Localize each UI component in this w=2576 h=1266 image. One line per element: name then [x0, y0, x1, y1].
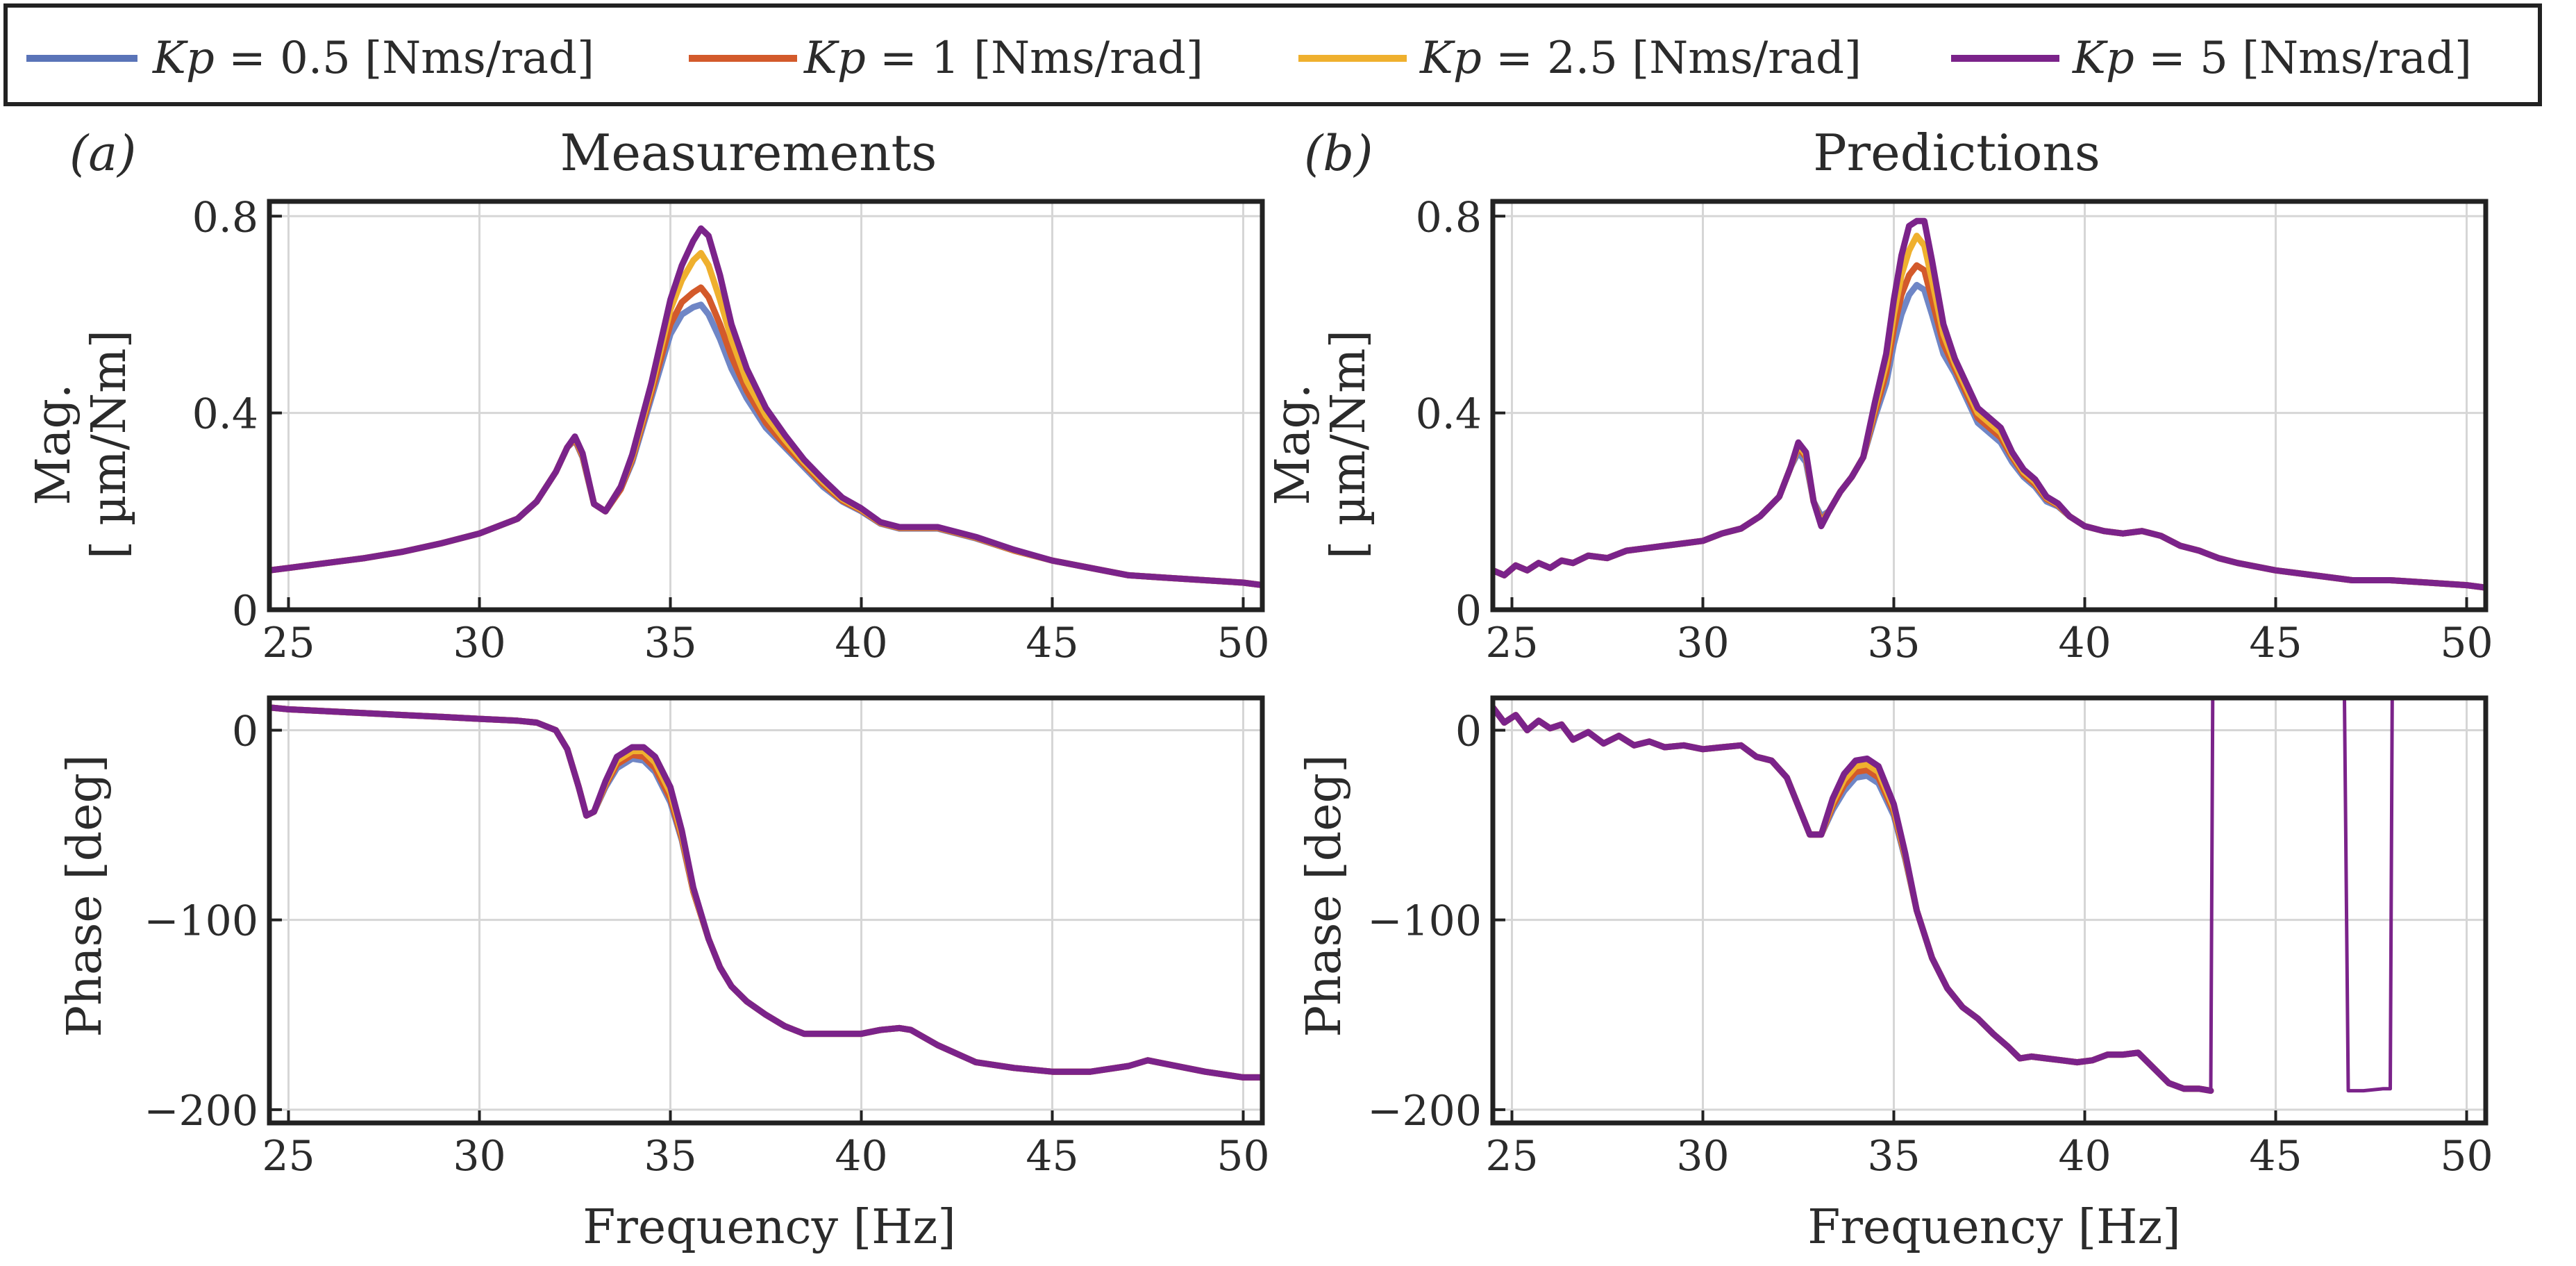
- panel-b-phase-x-tick-label: 50: [2440, 1132, 2493, 1181]
- panel-b-mag-ylabel: Mag. [ µm/Nm]: [1266, 330, 1376, 559]
- panel-a-phase-series-group: [269, 704, 1262, 1081]
- panel-b-phase-wrap-segment: [2209, 698, 2215, 1093]
- panel-b-mag-y-tick-label: 0.8: [1416, 193, 1482, 242]
- panel-b-phase-y-tick-label: −200: [1367, 1087, 1482, 1135]
- panel-a-mag-ylabel-line2: [ µm/Nm]: [82, 330, 137, 559]
- legend: Kp = 0.5 [Nms/rad] Kp = 1 [Nms/rad] Kp =…: [3, 3, 2542, 106]
- panel-b-mag-series-group: [1493, 217, 2486, 591]
- panel-b-phase-ylabel: Phase [deg]: [1297, 754, 1352, 1037]
- panel-a-magnitude-plot: 25 30 35 40 45 50 0 0.4 0.8: [192, 193, 1270, 667]
- panel-a-mag-series-group: [269, 225, 1262, 589]
- panel-a-phase-y-tick-label: 0: [232, 707, 258, 756]
- panel-a-mag-y-tick-label: 0.4: [192, 390, 258, 439]
- panel-a-mag-y-tick-label: 0.8: [192, 193, 258, 242]
- panel-a-mag-x-tick-label: 45: [1026, 619, 1078, 667]
- panel-a-phase-y-tick-label: −100: [144, 897, 258, 946]
- legend-box: [3, 3, 2542, 106]
- panel-b-mag-x-tick-label: 45: [2249, 619, 2302, 667]
- panel-a-phase-plot: 25 30 35 40 45 50 0 −100 −200: [144, 695, 1270, 1181]
- legend-entry: Kp = 1 [Nms/rad]: [689, 33, 1203, 84]
- panel-a-title: Measurements: [560, 124, 937, 182]
- panel-b-mag-series-line: [1493, 217, 2486, 591]
- panel-a-phase-x-tick-label: 25: [262, 1132, 315, 1181]
- panel-b-title: Predictions: [1813, 124, 2100, 182]
- panel-b-xlabel: Frequency [Hz]: [1807, 1200, 2181, 1255]
- panel-b-phase-y-tick-label: 0: [1455, 707, 1482, 756]
- panel-a-phase-x-tick-label: 30: [453, 1132, 505, 1181]
- panel-b-phase-x-tick-label: 25: [1485, 1132, 1538, 1181]
- panel-b-mag-x-tick-label: 40: [2058, 619, 2111, 667]
- panel-a-phase-x-tick-label: 45: [1026, 1132, 1078, 1181]
- panel-b-mag-y-tick-label: 0.4: [1416, 390, 1482, 439]
- panel-b-phase-y-tick-label: −100: [1367, 897, 1482, 946]
- panel-a-phase-y-tick-label: −200: [144, 1087, 258, 1135]
- panel-b-mag-x-tick-label: 35: [1867, 619, 1920, 667]
- panel-a-mag-x-tick-label: 50: [1216, 619, 1269, 667]
- panel-b-letter: (b): [1304, 125, 1373, 182]
- panel-b-phase-frame: [1490, 695, 2489, 1126]
- panel-a-mag-ylabel: Mag. [ µm/Nm]: [26, 330, 137, 559]
- panel-a-mag-x-tick-label: 40: [835, 619, 887, 667]
- panel-b-phase-series-line: [1493, 704, 2214, 1094]
- panel-b-magnitude-plot: 25 30 35 40 45 50 0 0.4 0.8: [1416, 193, 2493, 667]
- panel-a-mag-x-tick-label: 25: [262, 619, 315, 667]
- panel-a-xlabel: Frequency [Hz]: [583, 1200, 956, 1255]
- panel-b-phase-ylabel-text: Phase [deg]: [1297, 754, 1352, 1037]
- panel-a-mag-x-tick-label: 30: [453, 619, 505, 667]
- panel-a-mag-frame: [267, 199, 1265, 613]
- panel-b-phase-series-group: [1493, 698, 2394, 1094]
- panel-a-mag-y-tick-label: 0: [232, 587, 258, 635]
- panel-b-mag-ylabel-line1: Mag.: [1266, 383, 1321, 505]
- panel-b-mag-ylabel-line2: [ µm/Nm]: [1321, 330, 1376, 559]
- panel-b-phase-x-tick-label: 35: [1867, 1132, 1920, 1181]
- panel-a-phase-ylabel: Phase [deg]: [58, 754, 112, 1037]
- panel-b-mag-x-tick-label: 50: [2440, 619, 2493, 667]
- panel-b-phase-wrap-segment: [2343, 698, 2394, 1093]
- panel-a-letter: (a): [69, 125, 136, 182]
- panel-a-mag-x-tick-label: 35: [644, 619, 696, 667]
- panel-b-mag-x-tick-label: 25: [1485, 619, 1538, 667]
- legend-label: Kp = 5 [Nms/rad]: [2072, 33, 2472, 84]
- panel-a-phase-series-line: [269, 704, 1262, 1081]
- panel-a-mag-series-line: [269, 225, 1262, 589]
- panel-b-phase-plot: 25 30 35 40 45 50 0 −100 −200: [1367, 695, 2493, 1181]
- legend-label: Kp = 2.5 [Nms/rad]: [1419, 33, 1862, 84]
- legend-label: Kp = 0.5 [Nms/rad]: [152, 33, 594, 84]
- panel-b-phase-x-tick-label: 45: [2249, 1132, 2302, 1181]
- panel-b-phase-x-tick-label: 30: [1676, 1132, 1729, 1181]
- panel-b-mag-x-tick-label: 30: [1676, 619, 1729, 667]
- panel-a-phase-frame: [267, 695, 1265, 1126]
- panel-a-phase-x-tick-label: 40: [835, 1132, 887, 1181]
- legend-entry: Kp = 5 [Nms/rad]: [1951, 33, 2472, 84]
- panel-a-phase-ylabel-text: Phase [deg]: [58, 754, 112, 1037]
- panel-b-phase-x-tick-label: 40: [2058, 1132, 2111, 1181]
- legend-entry: Kp = 0.5 [Nms/rad]: [26, 33, 594, 84]
- panel-a-phase-x-tick-label: 35: [644, 1132, 696, 1181]
- panel-a-mag-ylabel-line1: Mag.: [26, 383, 81, 505]
- panel-a-phase-x-tick-label: 50: [1216, 1132, 1269, 1181]
- legend-label: Kp = 1 [Nms/rad]: [803, 33, 1203, 84]
- panel-b-mag-frame: [1490, 199, 2489, 613]
- legend-entry: Kp = 2.5 [Nms/rad]: [1298, 33, 1862, 84]
- panel-b-mag-y-tick-label: 0: [1455, 587, 1482, 635]
